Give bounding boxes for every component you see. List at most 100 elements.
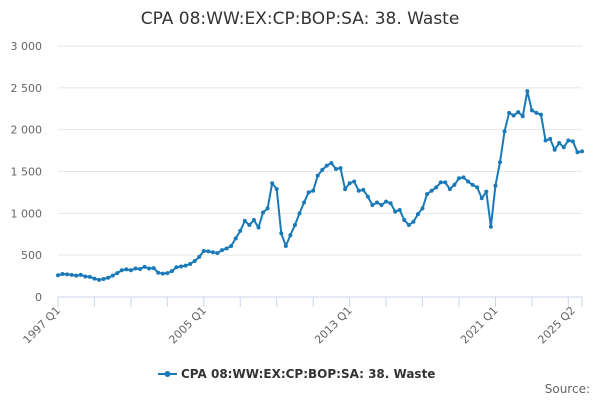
data-point[interactable] (557, 141, 562, 146)
data-point[interactable] (456, 176, 461, 181)
data-point[interactable] (247, 223, 252, 228)
data-point[interactable] (452, 182, 457, 187)
data-point[interactable] (566, 138, 571, 143)
data-point[interactable] (488, 224, 493, 229)
data-point[interactable] (265, 206, 270, 211)
data-point[interactable] (516, 110, 521, 115)
data-point[interactable] (315, 173, 320, 178)
data-point[interactable] (192, 259, 197, 264)
data-point[interactable] (575, 150, 580, 155)
data-point[interactable] (288, 233, 293, 238)
data-point[interactable] (311, 188, 316, 193)
data-point[interactable] (333, 166, 338, 171)
data-point[interactable] (97, 277, 102, 282)
data-point[interactable] (393, 209, 398, 214)
data-point[interactable] (443, 180, 448, 185)
data-point[interactable] (65, 272, 70, 277)
data-point[interactable] (78, 272, 83, 277)
data-point[interactable] (520, 114, 525, 119)
data-point[interactable] (561, 145, 566, 150)
data-point[interactable] (429, 188, 434, 193)
data-point[interactable] (374, 200, 379, 205)
data-point[interactable] (197, 254, 202, 259)
data-point[interactable] (356, 188, 361, 193)
data-point[interactable] (324, 163, 329, 168)
data-point[interactable] (347, 181, 352, 186)
data-point[interactable] (215, 251, 220, 256)
data-point[interactable] (580, 149, 584, 154)
data-point[interactable] (242, 218, 247, 223)
data-point[interactable] (56, 273, 60, 278)
data-point[interactable] (238, 228, 243, 233)
data-point[interactable] (447, 187, 452, 192)
data-point[interactable] (343, 187, 348, 192)
data-point[interactable] (365, 194, 370, 199)
data-point[interactable] (502, 129, 507, 134)
data-point[interactable] (420, 206, 425, 211)
data-point[interactable] (220, 248, 225, 253)
data-point[interactable] (101, 277, 106, 282)
data-point[interactable] (270, 181, 275, 186)
data-point[interactable] (110, 273, 115, 278)
data-point[interactable] (124, 267, 129, 272)
data-point[interactable] (406, 223, 411, 228)
data-point[interactable] (415, 212, 420, 217)
data-point[interactable] (384, 199, 389, 204)
data-point[interactable] (128, 268, 133, 273)
data-point[interactable] (142, 264, 147, 269)
data-point[interactable] (479, 196, 484, 201)
data-point[interactable] (425, 192, 430, 197)
data-point[interactable] (302, 200, 307, 205)
data-point[interactable] (497, 160, 502, 165)
data-point[interactable] (133, 266, 138, 271)
data-point[interactable] (160, 271, 165, 276)
data-point[interactable] (156, 270, 161, 275)
data-point[interactable] (552, 147, 557, 152)
data-point[interactable] (306, 190, 311, 195)
data-point[interactable] (438, 180, 443, 185)
data-point[interactable] (388, 201, 393, 206)
data-point[interactable] (92, 276, 97, 281)
data-point[interactable] (261, 210, 266, 215)
data-point[interactable] (470, 182, 475, 187)
data-point[interactable] (279, 231, 284, 236)
data-point[interactable] (411, 219, 416, 224)
data-point[interactable] (525, 89, 530, 94)
data-point[interactable] (69, 272, 74, 277)
data-point[interactable] (119, 268, 124, 273)
data-point[interactable] (179, 264, 184, 269)
data-point[interactable] (379, 202, 384, 207)
data-point[interactable] (60, 271, 65, 276)
data-point[interactable] (183, 263, 188, 268)
data-point[interactable] (106, 275, 111, 280)
data-point[interactable] (548, 136, 553, 141)
data-point[interactable] (83, 274, 88, 279)
data-point[interactable] (361, 187, 366, 192)
data-point[interactable] (338, 166, 343, 171)
data-point[interactable] (224, 246, 229, 251)
data-point[interactable] (320, 167, 325, 172)
data-point[interactable] (370, 202, 375, 207)
data-point[interactable] (397, 207, 402, 212)
data-point[interactable] (461, 175, 466, 180)
data-point[interactable] (174, 265, 179, 270)
data-point[interactable] (475, 185, 480, 190)
data-point[interactable] (352, 179, 357, 184)
data-point[interactable] (233, 236, 238, 241)
data-point[interactable] (543, 138, 548, 143)
data-point[interactable] (297, 211, 302, 216)
data-point[interactable] (534, 110, 539, 115)
data-point[interactable] (169, 269, 174, 274)
data-point[interactable] (138, 266, 143, 271)
data-point[interactable] (283, 243, 288, 248)
data-point[interactable] (484, 189, 489, 194)
data-point[interactable] (74, 273, 79, 278)
data-point[interactable] (165, 271, 170, 276)
data-point[interactable] (570, 139, 575, 144)
data-point[interactable] (206, 249, 211, 254)
data-point[interactable] (402, 218, 407, 223)
data-point[interactable] (529, 108, 534, 113)
data-point[interactable] (511, 113, 516, 118)
data-point[interactable] (466, 179, 471, 184)
data-point[interactable] (538, 112, 543, 117)
